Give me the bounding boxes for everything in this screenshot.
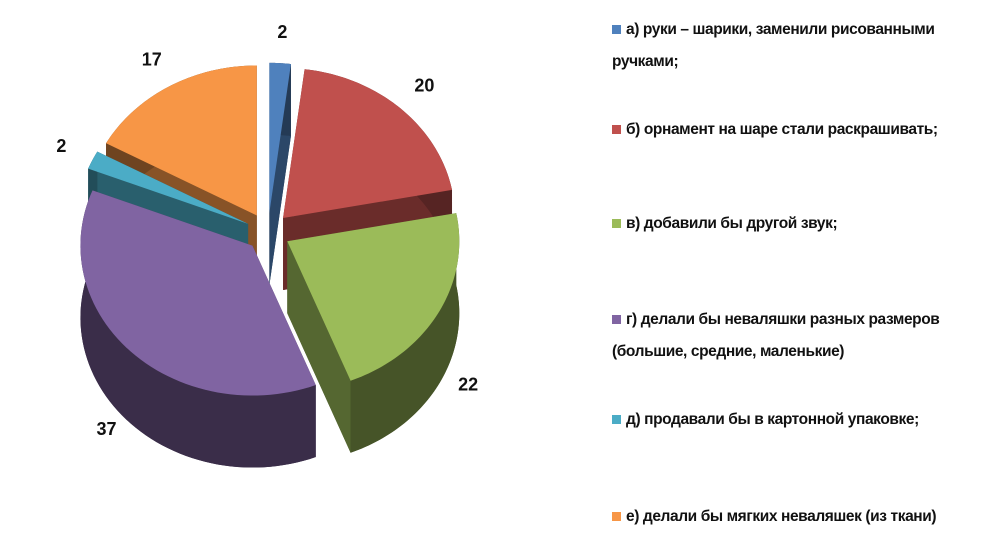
legend-item: е) делали бы мягких неваляшек (из ткани) (612, 501, 992, 533)
slice-top (80, 190, 316, 396)
data-label: 20 (414, 76, 434, 96)
legend-label: б) орнамент на шаре стали раскрашивать; (626, 121, 938, 138)
legend-label: д) продавали бы в картонной упаковке; (626, 411, 919, 428)
legend-label: е) делали бы мягких неваляшек (из ткани) (626, 508, 937, 525)
legend-swatch (612, 415, 621, 424)
slice (269, 62, 291, 285)
legend-swatch (612, 219, 621, 228)
data-label: 37 (96, 419, 116, 439)
slice-top (269, 62, 291, 213)
slice-wall (287, 241, 351, 453)
legend-item: д) продавали бы в картонной упаковке; (612, 404, 992, 436)
slice-top (88, 151, 249, 224)
data-label: 2 (277, 22, 287, 42)
legend-swatch (612, 25, 621, 34)
legend-item: б) орнамент на шаре стали раскрашивать; (612, 114, 992, 146)
slice-side (350, 213, 460, 453)
slice-top (283, 69, 453, 219)
slice (80, 190, 316, 468)
legend-swatch (612, 512, 621, 521)
legend-item: г) делали бы неваляшки разных размеров (… (612, 304, 992, 368)
legend-swatch (612, 125, 621, 134)
data-label: 17 (142, 49, 162, 69)
legend-label: а) руки – шарики, заменили рисованными р… (612, 21, 935, 70)
slice (287, 213, 460, 453)
legend-item: в) добавили бы другой звук; (612, 208, 992, 240)
legend-swatch (612, 315, 621, 324)
slice-side (80, 190, 316, 468)
slice-top (287, 213, 460, 381)
legend-item: а) руки – шарики, заменили рисованными р… (612, 14, 992, 78)
legend-label: г) делали бы неваляшки разных размеров (… (612, 311, 940, 360)
legend-label: в) добавили бы другой звук; (626, 215, 838, 232)
slice-top (106, 65, 257, 216)
data-label: 22 (458, 374, 478, 394)
data-label: 2 (56, 136, 66, 156)
